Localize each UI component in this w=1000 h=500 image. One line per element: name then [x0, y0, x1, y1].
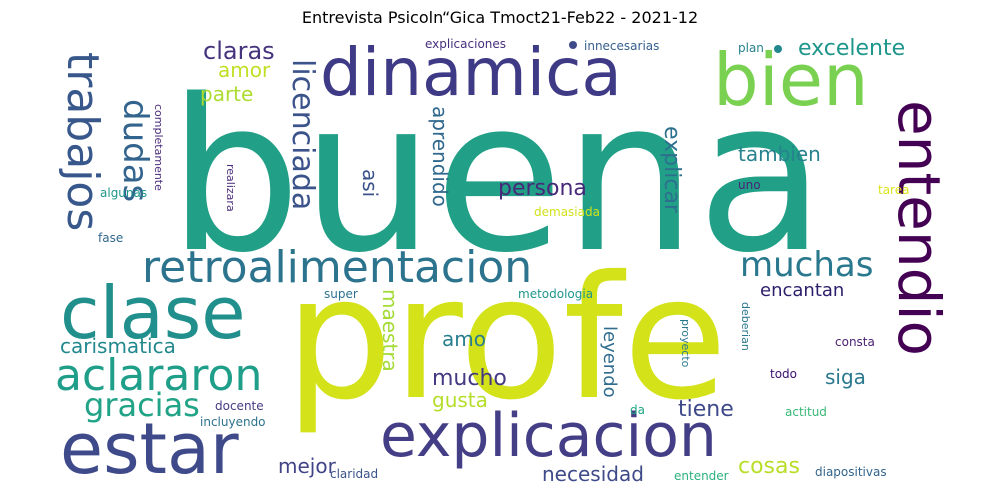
- word-amor: amor: [218, 58, 271, 82]
- word-estar: estar: [60, 408, 239, 484]
- word-aclararon: aclararon: [55, 350, 263, 401]
- word-incluyendo: incluyendo: [200, 415, 266, 429]
- word-bien: bien: [713, 38, 869, 122]
- word-demasiada: demasiada: [534, 205, 600, 219]
- word-retroalimentacion: retroalimentacion: [142, 242, 533, 293]
- word-carismatica: carismatica: [60, 334, 176, 358]
- word-necesidad: necesidad: [542, 462, 644, 484]
- word-todo: todo: [770, 367, 798, 381]
- word-da: da: [630, 403, 645, 417]
- word-uno: uno: [738, 178, 761, 192]
- word-tambien: tambien: [738, 142, 821, 166]
- dot-mark: [774, 45, 782, 53]
- word-docente: docente: [215, 399, 264, 413]
- word-muchas: muchas: [740, 245, 874, 285]
- word-cloud: buena profe dinamica explicacion estar c…: [50, 34, 950, 484]
- dot-mark: [569, 41, 577, 49]
- word-proyecto: proyecto: [679, 319, 692, 368]
- word-explicaciones: explicaciones: [425, 37, 507, 51]
- word-completamente: completamente: [152, 104, 165, 191]
- word-parte: parte: [200, 82, 254, 106]
- word-claridad: claridad: [330, 467, 379, 481]
- chart-title: Entrevista Psicoln“Gica Tmoct21-Feb22 - …: [301, 8, 699, 27]
- word-metodologia: metodologia: [518, 287, 594, 301]
- word-buena: buena: [168, 54, 826, 299]
- word-tiene: tiene: [678, 397, 734, 422]
- word-algunas: algunas: [100, 186, 148, 200]
- word-amo: amo: [442, 327, 486, 351]
- word-encantan: encantan: [760, 280, 845, 301]
- word-trabajos: trabajos: [57, 52, 108, 232]
- word-actitud: actitud: [785, 405, 827, 419]
- word-realizara: realizara: [224, 164, 237, 212]
- word-consta: consta: [835, 335, 875, 349]
- word-tarea: tarea: [878, 183, 910, 197]
- word-entender: entender: [674, 469, 729, 483]
- word-leyendo: leyendo: [599, 326, 620, 398]
- word-diapositivas: diapositivas: [815, 465, 887, 479]
- word-profe: profe: [285, 240, 728, 438]
- word-claras: claras: [203, 37, 275, 65]
- word-fase: fase: [98, 231, 124, 245]
- word-explicar: explicar: [659, 126, 684, 213]
- word-clase: clase: [60, 271, 246, 355]
- word-mucho: mucho: [432, 366, 507, 391]
- word-innecesarias: innecesarias: [584, 39, 660, 53]
- word-asi: asi: [358, 169, 382, 198]
- word-excelente: excelente: [798, 36, 906, 61]
- word-dinamica: dinamica: [320, 34, 622, 111]
- word-licenciada: licenciada: [285, 59, 320, 211]
- word-entendio: entendio: [885, 100, 950, 357]
- word-super: super: [324, 287, 358, 301]
- word-aprendido: aprendido: [428, 106, 452, 207]
- word-explicacion: explicacion: [380, 401, 717, 471]
- word-gusta: gusta: [432, 388, 488, 412]
- word-maestra: maestra: [378, 289, 402, 372]
- word-deberian: deberian: [739, 302, 752, 351]
- word-cosas: cosas: [738, 454, 800, 479]
- word-gracias: gracias: [84, 386, 200, 424]
- word-plan: plan: [738, 41, 764, 55]
- word-siga: siga: [825, 365, 866, 389]
- word-persona: persona: [498, 176, 587, 201]
- word-mejor: mejor: [278, 454, 336, 478]
